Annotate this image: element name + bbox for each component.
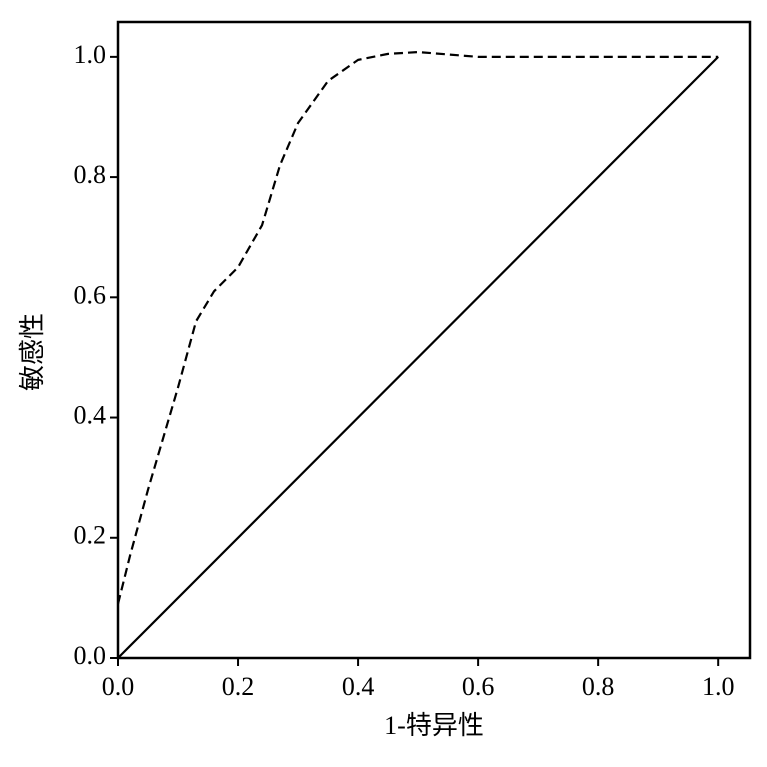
x-tick-label: 0.8: [582, 672, 615, 701]
y-tick-label: 0.0: [74, 641, 107, 670]
y-axis-label: 敏感性: [18, 313, 47, 391]
x-tick-label: 1.0: [702, 672, 735, 701]
y-tick-label: 1.0: [74, 40, 107, 69]
y-tick-label: 0.8: [74, 160, 107, 189]
x-tick-label: 0.0: [102, 672, 135, 701]
y-tick-label: 0.6: [74, 280, 107, 309]
series-line: [117, 56, 719, 659]
y-tick-label: 0.2: [74, 521, 107, 550]
x-tick-label: 0.6: [462, 672, 495, 701]
x-tick-label: 0.2: [222, 672, 255, 701]
x-tick-label: 0.4: [342, 672, 375, 701]
series-line: [116, 50, 719, 605]
x-axis-label: 1-特异性: [384, 711, 484, 740]
plot-frame: [116, 20, 752, 660]
y-tick-label: 0.4: [74, 401, 107, 430]
